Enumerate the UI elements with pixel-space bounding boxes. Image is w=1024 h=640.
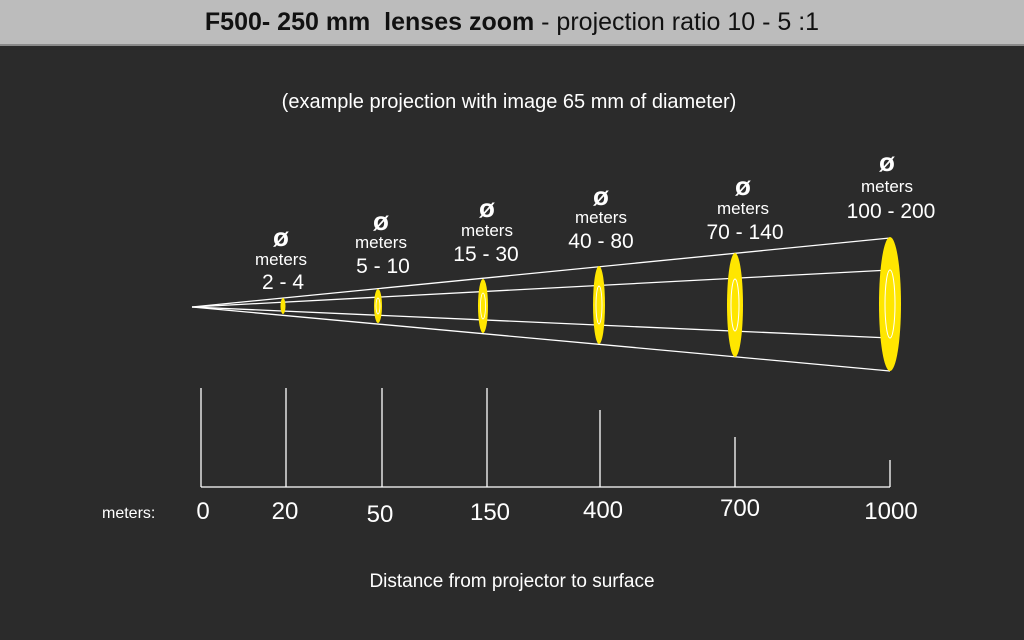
- diameter-range: 5 - 10: [356, 255, 410, 278]
- station-label-1: ø meters 2 - 4: [255, 222, 307, 294]
- diameter-symbol: ø: [879, 147, 895, 177]
- projection-ellipse-inner: [375, 297, 381, 315]
- ellipse-station-1: [280, 298, 286, 314]
- projection-ellipse-outer: [879, 237, 901, 371]
- projection-ellipse-outer: [374, 289, 382, 323]
- diameter-symbol: ø: [273, 222, 289, 252]
- tick-label-150: 150: [470, 499, 510, 526]
- axis-unit-label: meters:: [102, 505, 155, 522]
- diameter-range: 100 - 200: [847, 200, 936, 223]
- projection-cone: [191, 237, 891, 372]
- cone-outer-top: [191, 237, 891, 308]
- projection-ellipse-outer: [280, 298, 286, 314]
- diameter-range: 70 - 140: [706, 221, 783, 244]
- diameter-symbol: ø: [373, 206, 389, 236]
- meters-label: meters: [461, 221, 513, 240]
- diameter-range: 2 - 4: [262, 271, 304, 294]
- projection-ellipse-outer: [727, 253, 743, 357]
- projection-ellipse-outer: [593, 266, 605, 344]
- projection-ellipse-inner: [595, 285, 603, 325]
- diameter-symbol: ø: [593, 181, 609, 211]
- tick-label-20: 20: [272, 498, 299, 525]
- cone-outer-bottom: [191, 306, 891, 372]
- title-bold: F500- 250 mm lenses zoom: [204, 7, 535, 36]
- title-rest: - projection ratio 10 - 5 :1: [534, 7, 820, 36]
- meters-label: meters: [355, 233, 407, 252]
- diameter-symbol: ø: [735, 171, 751, 201]
- projection-ellipse-inner: [884, 269, 896, 339]
- meters-label: meters: [717, 199, 769, 218]
- station-label-3: ø meters 15 - 30: [453, 193, 518, 266]
- diameter-symbol: ø: [479, 193, 495, 223]
- tick-label-0: 0: [196, 498, 209, 525]
- distance-axis: [200, 388, 891, 488]
- diameter-range: 15 - 30: [453, 243, 518, 266]
- meters-label: meters: [861, 177, 913, 196]
- station-label-5: ø meters 70 - 140: [706, 171, 783, 244]
- projection-ellipse-inner: [480, 292, 486, 320]
- ellipse-station-4: [593, 266, 605, 344]
- ellipse-station-3: [478, 279, 488, 333]
- ellipse-station-2: [374, 289, 382, 323]
- station-label-6: ø meters 100 - 200: [847, 147, 936, 223]
- projection-ellipse-outer: [478, 279, 488, 333]
- cone-inner-top: [191, 269, 891, 308]
- cone-inner-bottom: [191, 306, 891, 339]
- meters-label: meters: [255, 250, 307, 269]
- subtitle: (example projection with image 65 mm of …: [282, 91, 737, 113]
- station-label-4: ø meters 40 - 80: [568, 181, 633, 253]
- tick-label-700: 700: [720, 495, 760, 522]
- meters-label: meters: [575, 208, 627, 227]
- projection-ellipse-inner: [730, 278, 740, 332]
- tick-label-50: 50: [367, 501, 394, 528]
- diameter-range: 40 - 80: [568, 230, 633, 253]
- station-label-2: ø meters 5 - 10: [355, 206, 410, 278]
- tick-label-1000: 1000: [864, 498, 917, 525]
- ellipse-station-5: [727, 253, 743, 357]
- title-bar: F500- 250 mm lenses zoom - projection ra…: [0, 0, 1024, 46]
- ellipse-station-6: [879, 237, 901, 371]
- tick-label-400: 400: [583, 497, 623, 524]
- axis-title: Distance from projector to surface: [369, 571, 654, 592]
